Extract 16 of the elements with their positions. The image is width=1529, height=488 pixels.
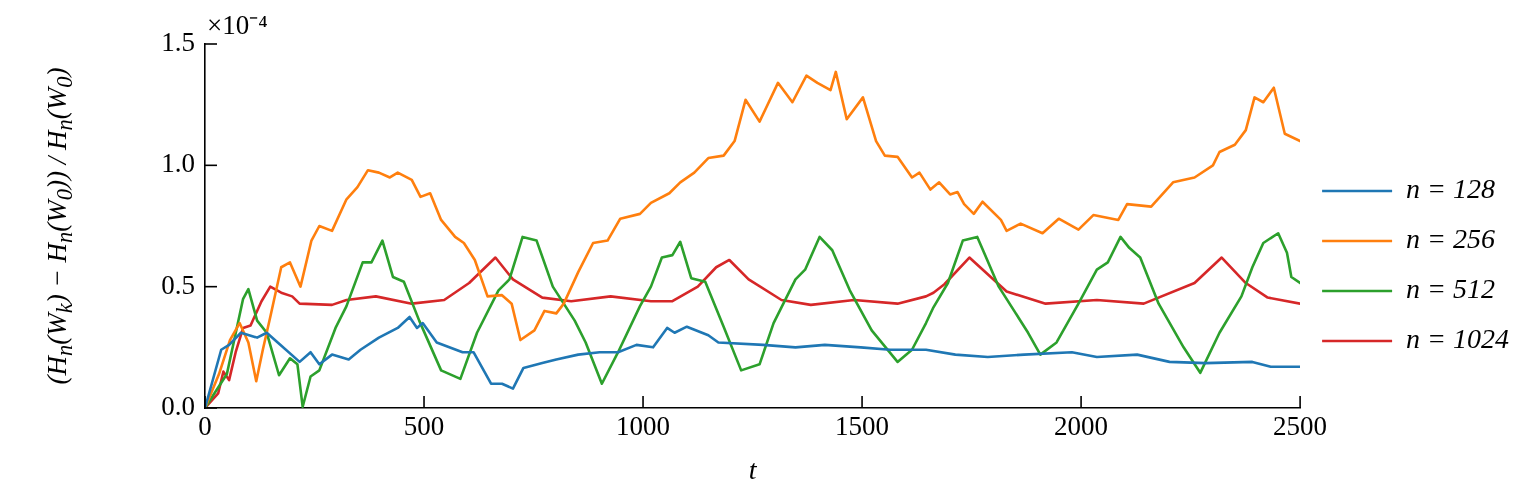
x-axis-title: t xyxy=(748,453,758,485)
legend-label: n = 512 xyxy=(1406,273,1496,305)
y-tick-label: 1.0 xyxy=(161,148,195,179)
x-tick-label: 2000 xyxy=(1054,411,1109,442)
x-tick-label: 500 xyxy=(403,411,445,442)
legend-label: n = 1024 xyxy=(1406,323,1510,355)
text: ×10⁻⁴ xyxy=(207,9,268,40)
y-tick-label: 1.5 xyxy=(161,27,195,58)
x-tick-label: 0 xyxy=(198,411,212,442)
legend-label: n = 128 xyxy=(1406,173,1496,205)
x-tick-label: 2500 xyxy=(1273,411,1328,442)
x-tick-label: 1000 xyxy=(616,411,671,442)
x-tick-label: 1500 xyxy=(835,411,890,442)
legend-label: n = 256 xyxy=(1406,223,1496,255)
y-tick-label: 0.5 xyxy=(161,269,195,300)
y-tick-label: 0.0 xyxy=(161,391,195,422)
